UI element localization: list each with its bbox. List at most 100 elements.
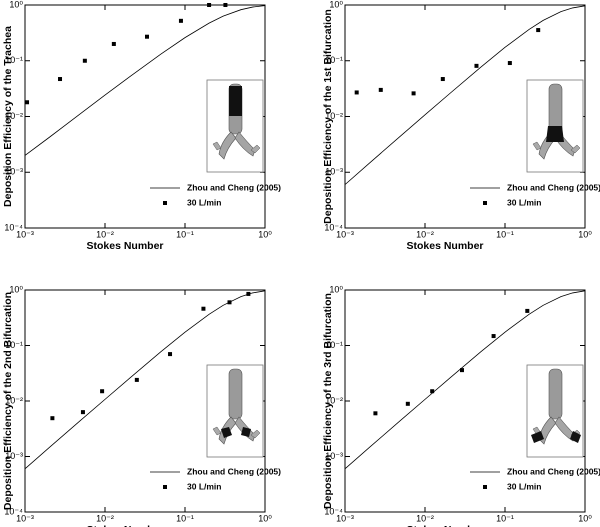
data-point <box>354 90 359 95</box>
y-axis-label: Deposition Efficiency of the 2nd Bifurca… <box>2 292 14 510</box>
data-point <box>474 63 479 68</box>
x-tick-label: 10⁻¹ <box>496 229 514 239</box>
subplot: 10⁻³10⁻²10⁻¹10⁰10⁻⁴10⁻³10⁻²10⁻¹10⁰Stokes… <box>322 284 600 527</box>
legend-marker <box>483 485 487 489</box>
y-tick-label: 10⁻⁴ <box>4 222 23 232</box>
data-point <box>459 368 464 373</box>
data-point <box>223 3 228 7</box>
data-point <box>405 401 410 406</box>
x-axis-label: Stokes Number <box>86 524 163 527</box>
y-axis-label: Deposition Efficiency of the Trachea <box>2 26 14 207</box>
data-point <box>411 91 416 96</box>
x-tick-label: 10⁰ <box>258 513 272 523</box>
data-point <box>168 352 173 357</box>
inset-highlight <box>229 86 242 116</box>
inset-branch-right <box>234 131 256 157</box>
legend-marker <box>483 201 487 205</box>
x-axis-label: Stokes Number <box>86 240 163 252</box>
x-tick-label: 10⁻¹ <box>176 513 194 523</box>
x-tick-label: 10⁻¹ <box>176 229 194 239</box>
y-tick-label: 10⁻⁴ <box>324 506 343 516</box>
data-point <box>100 389 105 394</box>
y-axis-label: Deposition Efficiency of the 1st Bifurca… <box>322 9 334 224</box>
data-point <box>491 334 496 339</box>
legend-label: Zhou and Cheng (2005) <box>187 182 281 192</box>
x-tick-label: 10⁰ <box>578 513 592 523</box>
x-tick-label: 10⁻³ <box>336 513 354 523</box>
y-tick-label: 10⁻² <box>325 111 343 121</box>
inset-branch-right <box>554 416 576 442</box>
legend-label: 30 L/min <box>187 481 221 491</box>
y-tick-label: 10⁻² <box>325 395 343 405</box>
legend-marker <box>163 201 167 205</box>
x-tick-label: 10⁻¹ <box>496 513 514 523</box>
data-point <box>373 411 378 416</box>
data-point <box>82 58 87 63</box>
legend-label: 30 L/min <box>507 197 541 207</box>
y-tick-label: 10⁻¹ <box>5 55 23 65</box>
legend-label: Zhou and Cheng (2005) <box>507 466 600 476</box>
data-point <box>25 100 30 105</box>
y-tick-label: 10⁻⁴ <box>324 222 343 232</box>
x-tick-label: 10⁻² <box>96 229 114 239</box>
data-point <box>145 34 150 39</box>
data-point <box>134 377 139 382</box>
data-point <box>50 416 55 421</box>
y-tick-label: 10⁻¹ <box>325 340 343 350</box>
model-curve <box>24 290 266 470</box>
legend-marker <box>163 485 167 489</box>
data-point <box>536 28 541 33</box>
inset-trachea <box>548 368 563 420</box>
data-point <box>111 41 116 46</box>
legend-label: 30 L/min <box>507 481 541 491</box>
data-point <box>178 18 183 23</box>
inset-branch-left <box>218 131 237 160</box>
inset-small-branch <box>212 426 261 439</box>
x-axis-label: Stokes Number <box>406 524 483 527</box>
y-tick-label: 10⁰ <box>9 0 23 9</box>
y-tick-label: 10⁻³ <box>325 451 343 461</box>
x-tick-label: 10⁻³ <box>16 229 34 239</box>
data-point <box>430 389 435 394</box>
data-point <box>80 410 85 415</box>
inset-highlight <box>531 431 581 443</box>
data-point <box>58 77 63 82</box>
x-tick-label: 10⁻³ <box>16 513 34 523</box>
data-point <box>440 77 445 82</box>
inset-highlight <box>546 126 564 142</box>
y-tick-label: 10⁻³ <box>5 167 23 177</box>
legend-label: Zhou and Cheng (2005) <box>187 466 281 476</box>
model-curve <box>344 5 586 185</box>
data-point <box>378 87 383 92</box>
inset-small-branch <box>532 141 581 154</box>
y-tick-label: 10⁰ <box>329 0 343 9</box>
data-point <box>201 306 206 311</box>
x-tick-label: 10⁻² <box>416 229 434 239</box>
y-tick-label: 10⁻² <box>5 111 23 121</box>
data-point <box>207 3 212 7</box>
x-axis-label: Stokes Number <box>406 240 483 252</box>
x-tick-label: 10⁰ <box>578 229 592 239</box>
y-axis-label: Deposition Efficiency of the 3rd Bifurca… <box>322 293 334 509</box>
inset-highlight <box>221 427 251 438</box>
legend-label: Zhou and Cheng (2005) <box>507 182 600 192</box>
model-curve <box>344 290 586 470</box>
x-tick-label: 10⁻² <box>416 513 434 523</box>
inset-small-branch <box>212 141 261 154</box>
y-tick-label: 10⁰ <box>9 284 23 294</box>
y-tick-label: 10⁻³ <box>325 167 343 177</box>
y-tick-label: 10⁻³ <box>5 451 23 461</box>
inset-trachea <box>228 368 243 420</box>
data-point <box>525 308 530 313</box>
model-curve <box>24 5 266 156</box>
data-point <box>507 61 512 66</box>
y-tick-label: 10⁻⁴ <box>4 506 23 516</box>
data-point <box>227 300 232 305</box>
data-point <box>246 291 251 296</box>
y-tick-label: 10⁻² <box>5 395 23 405</box>
x-tick-label: 10⁻³ <box>336 229 354 239</box>
subplot: 10⁻³10⁻²10⁻¹10⁰10⁻⁴10⁻³10⁻²10⁻¹10⁰Stokes… <box>2 284 281 527</box>
